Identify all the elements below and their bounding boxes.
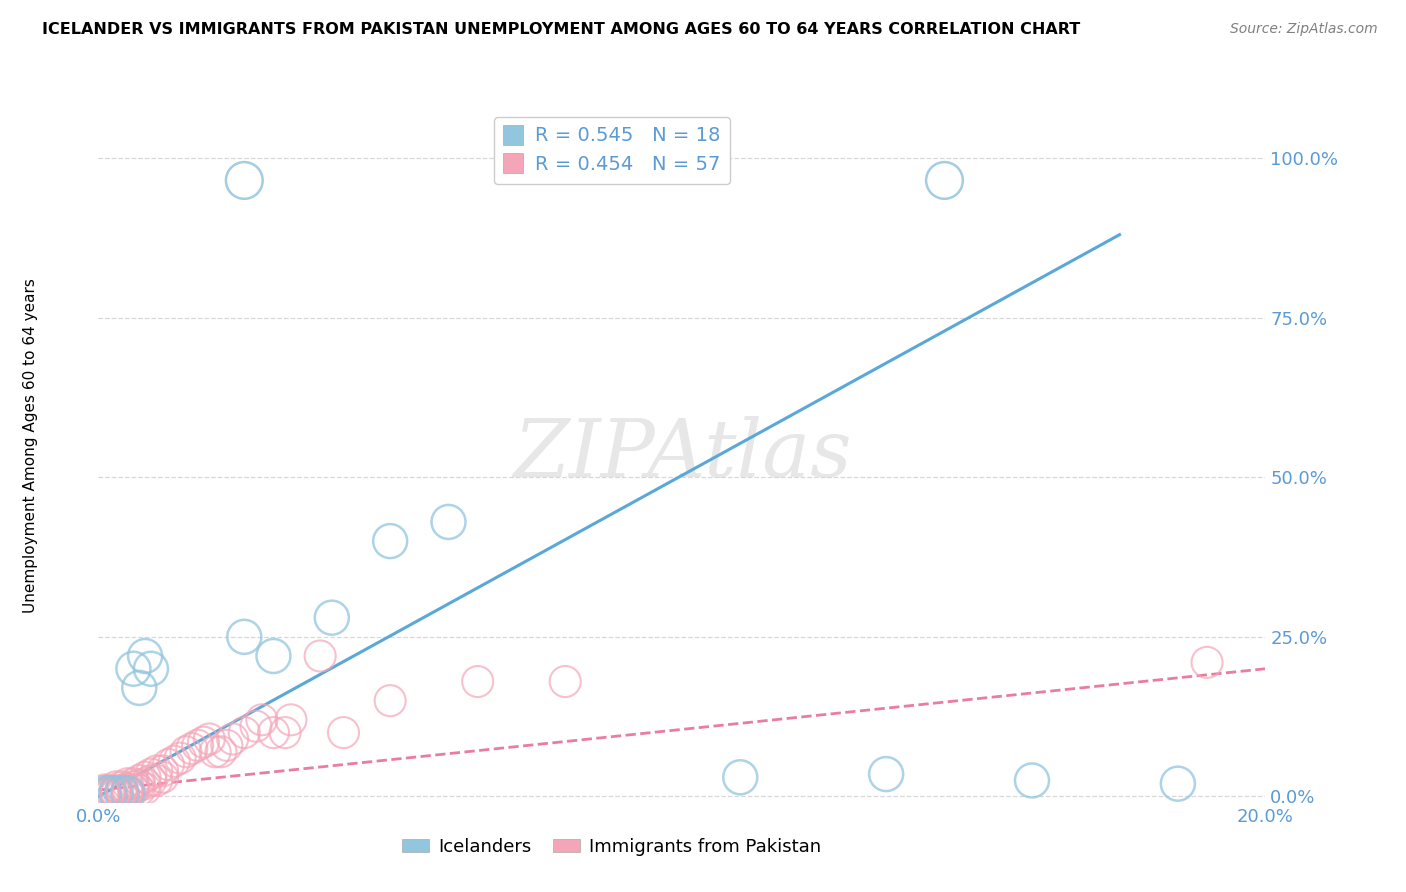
Point bbox=[104, 786, 127, 800]
Point bbox=[187, 739, 209, 753]
Point bbox=[98, 786, 121, 800]
Point bbox=[128, 681, 150, 695]
Point bbox=[139, 773, 162, 788]
Point bbox=[111, 780, 134, 794]
Point bbox=[262, 725, 284, 739]
Point bbox=[117, 786, 139, 800]
Point bbox=[1021, 773, 1043, 788]
Point bbox=[117, 781, 139, 796]
Text: ICELANDER VS IMMIGRANTS FROM PAKISTAN UNEMPLOYMENT AMONG AGES 60 TO 64 YEARS COR: ICELANDER VS IMMIGRANTS FROM PAKISTAN UN… bbox=[42, 22, 1080, 37]
Point bbox=[104, 784, 127, 798]
Point bbox=[193, 735, 215, 749]
Point bbox=[245, 719, 267, 733]
Point bbox=[309, 648, 332, 663]
Point bbox=[93, 788, 115, 802]
Point bbox=[122, 780, 145, 794]
Point bbox=[139, 767, 162, 781]
Point bbox=[233, 630, 256, 644]
Point bbox=[554, 674, 576, 689]
Point bbox=[98, 788, 121, 802]
Text: Source: ZipAtlas.com: Source: ZipAtlas.com bbox=[1230, 22, 1378, 37]
Point bbox=[122, 662, 145, 676]
Point bbox=[250, 713, 273, 727]
Point bbox=[152, 764, 174, 778]
Text: Unemployment Among Ages 60 to 64 years: Unemployment Among Ages 60 to 64 years bbox=[24, 278, 38, 614]
Point bbox=[98, 783, 121, 797]
Point bbox=[280, 713, 302, 727]
Point bbox=[104, 788, 127, 802]
Text: ZIPAtlas: ZIPAtlas bbox=[513, 417, 851, 493]
Point bbox=[134, 777, 156, 791]
Point bbox=[134, 781, 156, 796]
Point bbox=[332, 725, 354, 739]
Point bbox=[117, 777, 139, 791]
Point bbox=[128, 778, 150, 792]
Point bbox=[111, 788, 134, 802]
Point bbox=[209, 745, 232, 759]
Point bbox=[111, 786, 134, 800]
Point bbox=[93, 786, 115, 800]
Point bbox=[134, 648, 156, 663]
Point bbox=[934, 173, 956, 187]
Point bbox=[233, 725, 256, 739]
Point bbox=[274, 725, 297, 739]
Point bbox=[180, 741, 202, 756]
Point bbox=[104, 780, 127, 794]
Point bbox=[122, 783, 145, 797]
Point bbox=[139, 662, 162, 676]
Point bbox=[1167, 777, 1189, 791]
Point bbox=[104, 786, 127, 800]
Point bbox=[221, 731, 243, 746]
Point bbox=[134, 770, 156, 784]
Point bbox=[117, 784, 139, 798]
Point bbox=[467, 674, 489, 689]
Point bbox=[174, 745, 197, 759]
Point bbox=[98, 786, 121, 800]
Point bbox=[93, 783, 115, 797]
Point bbox=[117, 786, 139, 800]
Point bbox=[262, 648, 284, 663]
Point bbox=[321, 610, 343, 624]
Point bbox=[437, 515, 460, 529]
Point bbox=[93, 786, 115, 800]
Point bbox=[378, 534, 402, 549]
Point bbox=[111, 785, 134, 799]
Point bbox=[128, 773, 150, 788]
Point bbox=[111, 783, 134, 797]
Point bbox=[163, 754, 186, 768]
Point bbox=[146, 764, 169, 778]
Point bbox=[146, 773, 169, 788]
Point bbox=[157, 757, 180, 772]
Point bbox=[152, 770, 174, 784]
Point bbox=[122, 777, 145, 791]
Point bbox=[215, 739, 238, 753]
Point bbox=[728, 770, 751, 784]
Legend: Icelanders, Immigrants from Pakistan: Icelanders, Immigrants from Pakistan bbox=[395, 831, 828, 863]
Point bbox=[128, 783, 150, 797]
Point bbox=[169, 751, 191, 765]
Point bbox=[378, 694, 402, 708]
Point bbox=[875, 767, 897, 781]
Point bbox=[233, 173, 256, 187]
Point bbox=[198, 731, 221, 746]
Point bbox=[1195, 656, 1218, 670]
Point bbox=[204, 745, 226, 759]
